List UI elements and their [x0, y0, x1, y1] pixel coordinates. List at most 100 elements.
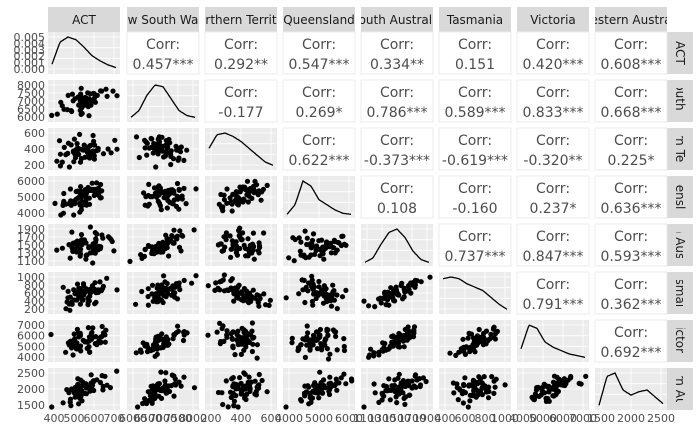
scatter-point — [159, 331, 165, 337]
scatter-point — [250, 230, 256, 236]
corr-panel-bg — [516, 79, 590, 123]
scatter-point — [93, 148, 99, 154]
scatter-point — [164, 242, 170, 248]
scatter-point — [72, 155, 79, 161]
scatter-point — [78, 343, 84, 349]
scatter-point — [142, 396, 148, 402]
corr-panel-bg — [594, 319, 668, 363]
scatter-point — [92, 142, 98, 148]
row-strip — [667, 320, 693, 362]
scatter-point — [461, 344, 467, 350]
panel: Corr: 0.692*** — [594, 319, 668, 363]
row-strip-label: ern Terr — [673, 126, 687, 172]
y-tick-label: 600 — [24, 127, 45, 140]
panel: Corr: 0.362*** — [594, 271, 668, 315]
scatter-point — [145, 286, 151, 292]
row-strip-label: th Austr — [673, 221, 687, 269]
scatter-point — [169, 372, 175, 378]
scatter-point — [326, 388, 332, 394]
scatter-point — [401, 395, 407, 401]
corr-value: 0.420*** — [522, 57, 583, 73]
scatter-point — [178, 383, 184, 389]
scatter-point — [69, 387, 75, 393]
scatter-point — [74, 297, 80, 303]
scatter-point — [313, 247, 319, 254]
scatter-point — [328, 240, 334, 246]
scatter-point — [229, 276, 235, 282]
scatter-point — [160, 299, 166, 306]
scatter-point — [478, 390, 484, 396]
scatter-point — [142, 145, 148, 151]
row-strip-label: ACT — [673, 41, 687, 65]
scatter-point — [57, 151, 64, 157]
scatter-point — [66, 242, 72, 248]
scatter-point — [237, 375, 243, 381]
scatter-point — [303, 286, 309, 292]
panel: Corr: 0.593*** — [594, 223, 668, 267]
scatter-point — [324, 239, 330, 245]
scatter-point — [392, 377, 398, 383]
corr-label: Corr: — [380, 85, 414, 101]
scatter-point — [163, 383, 169, 389]
scatter-point — [94, 246, 100, 252]
scatter-point — [67, 294, 73, 300]
scatter-point — [227, 233, 233, 239]
scatter-point — [99, 373, 105, 379]
y-tick-label: 0.005 — [14, 31, 46, 44]
scatter-point — [261, 230, 267, 236]
scatter-point — [86, 113, 92, 119]
scatter-point — [250, 335, 256, 341]
panel — [127, 128, 199, 170]
scatter-point — [244, 178, 251, 184]
scatter-point — [79, 288, 85, 294]
panel — [48, 224, 120, 266]
scatter-point — [322, 336, 329, 342]
panel: Corr: -0.177 — [204, 79, 278, 123]
scatter-point — [114, 146, 120, 152]
scatter-point — [307, 392, 313, 398]
panel: Corr: 0.151 — [438, 31, 512, 75]
scatter-point — [103, 327, 109, 333]
scatter-point — [133, 350, 139, 356]
scatter-point — [63, 306, 69, 312]
corr-value: 0.292** — [214, 57, 268, 73]
corr-value: 0.692*** — [600, 345, 661, 361]
scatter-point — [148, 383, 154, 389]
scatter-point — [154, 351, 160, 357]
scatter-point — [133, 134, 140, 140]
scatter-point — [343, 381, 349, 387]
scatter-point — [79, 110, 85, 116]
scatter-point — [327, 374, 333, 380]
corr-value: 0.737*** — [444, 249, 505, 265]
scatter-point — [181, 185, 187, 191]
scatter-point — [85, 144, 91, 150]
scatter-point — [79, 388, 85, 394]
scatter-point — [235, 341, 241, 348]
scatter-point — [165, 337, 171, 343]
scatter-point — [502, 382, 508, 388]
scatter-point — [309, 298, 315, 305]
x-tick-label: 7000 — [149, 412, 177, 425]
scatter-point — [139, 255, 145, 261]
scatter-point — [385, 289, 391, 295]
corr-panel-bg — [594, 31, 668, 75]
scatter-point — [91, 91, 97, 97]
scatter-point — [83, 240, 89, 246]
corr-value: -0.320** — [523, 153, 582, 169]
scatter-point — [176, 379, 182, 385]
scatter-point — [162, 246, 168, 252]
density-curve — [130, 84, 196, 118]
scatter-point — [249, 250, 255, 256]
scatter-point — [339, 294, 346, 300]
panel — [283, 224, 355, 266]
scatter-point — [361, 298, 367, 304]
scatter-point — [325, 356, 332, 362]
scatter-point — [80, 379, 86, 385]
corr-panel-bg — [438, 223, 512, 267]
scatter-point — [321, 283, 327, 289]
scatter-point — [316, 238, 322, 244]
scatter-point — [532, 393, 539, 399]
x-tick-label: 200 — [201, 412, 222, 425]
y-tick-label: 600 — [24, 287, 45, 300]
